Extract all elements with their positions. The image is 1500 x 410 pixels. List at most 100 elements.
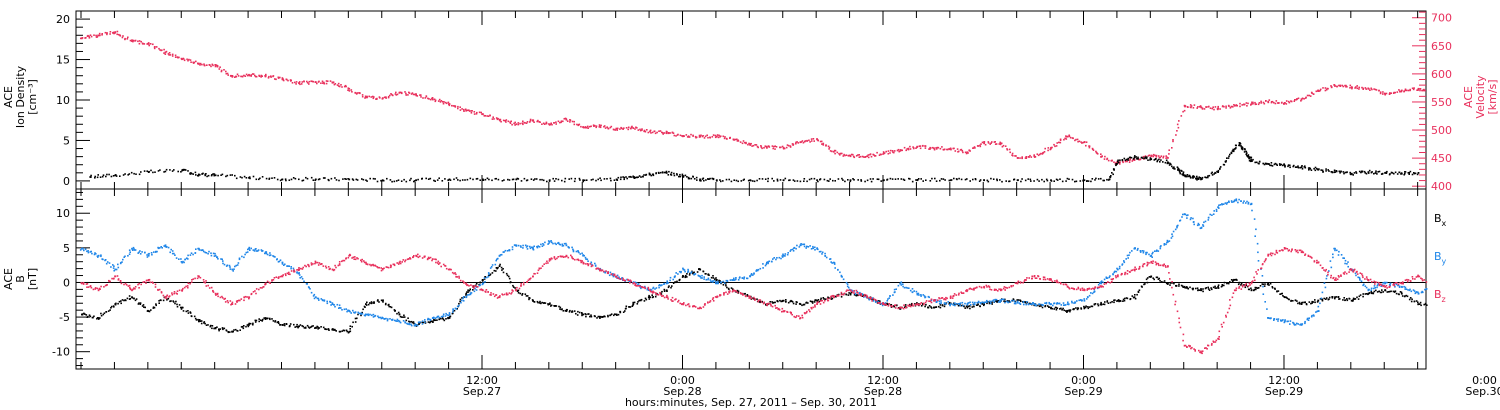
data-point [1139,250,1142,252]
data-point [1235,147,1237,149]
data-point [1247,203,1250,205]
data-point [416,324,419,327]
data-point [1174,168,1176,170]
data-point [701,277,703,279]
data-point [672,132,675,134]
data-point [1080,307,1082,309]
data-point [508,249,511,251]
data-point [381,317,384,319]
data-point [676,134,679,136]
data-point [85,37,87,39]
data-point [298,274,301,276]
data-point [1218,204,1220,207]
data-point [650,132,652,134]
data-point [1354,298,1357,300]
data-point [1059,138,1062,141]
data-point [1314,301,1316,304]
data-point [775,146,778,148]
data-point [187,170,189,172]
data-point [344,178,346,180]
data-point [799,303,802,305]
data-point [772,258,774,260]
data-point [966,151,969,154]
data-point [709,177,711,180]
data-point [787,144,790,147]
data-point [957,151,959,153]
data-point [681,173,684,176]
data-point [1118,300,1120,303]
data-point [931,146,934,149]
data-point [577,250,579,252]
data-point [377,316,380,319]
data-point [1146,251,1148,254]
data-point [205,324,208,326]
data-point [1389,284,1391,287]
data-point [1133,159,1136,161]
data-point [180,306,182,309]
data-point [669,279,671,282]
data-point [1378,89,1380,92]
data-point [1305,303,1308,305]
data-point [834,180,836,182]
data-point [305,283,308,285]
data-point [852,153,854,156]
data-point [445,102,448,105]
data-point [461,179,464,181]
data-point [126,38,129,40]
data-point [1114,299,1116,301]
data-point [114,32,116,34]
data-point [415,179,417,182]
data-point [442,101,444,103]
data-point [158,247,161,249]
data-point [285,179,287,182]
data-point [443,101,445,103]
data-point [334,305,336,308]
data-point [451,312,454,315]
data-point [1296,98,1298,100]
data-point [1244,286,1247,289]
data-point [1121,159,1124,161]
data-point [1282,319,1284,321]
data-point [186,285,189,287]
data-point [908,177,910,180]
data-point [117,278,120,280]
data-point [1212,286,1215,289]
data-point [126,297,129,300]
data-point [1141,250,1144,252]
data-point [171,53,174,56]
data-point [129,251,131,253]
data-point [288,179,291,181]
data-point [949,179,952,182]
data-point [923,295,926,297]
data-point [564,309,567,312]
data-point [604,315,606,318]
data-point [606,126,608,128]
data-point [222,260,224,262]
data-point [330,177,333,180]
data-point [759,300,762,303]
data-point [789,250,792,252]
data-point [820,299,822,301]
data-point [1343,257,1345,259]
data-point [537,301,539,304]
data-point [466,178,469,181]
data-point [688,177,691,180]
data-point [695,176,698,179]
data-point [1303,166,1306,168]
data-point [858,156,861,158]
data-point [254,75,257,78]
density-tick-label: 0 [63,175,70,188]
data-point [255,288,258,290]
data-point [732,138,735,141]
data-point [1216,170,1218,173]
data-point [377,299,379,301]
data-point [145,282,147,284]
data-point [889,152,891,154]
data-point [1248,288,1250,291]
data-point [646,287,649,290]
data-point [800,243,802,245]
data-point [502,119,505,122]
data-point [81,247,83,250]
data-point [813,177,816,180]
data-point [178,289,181,292]
